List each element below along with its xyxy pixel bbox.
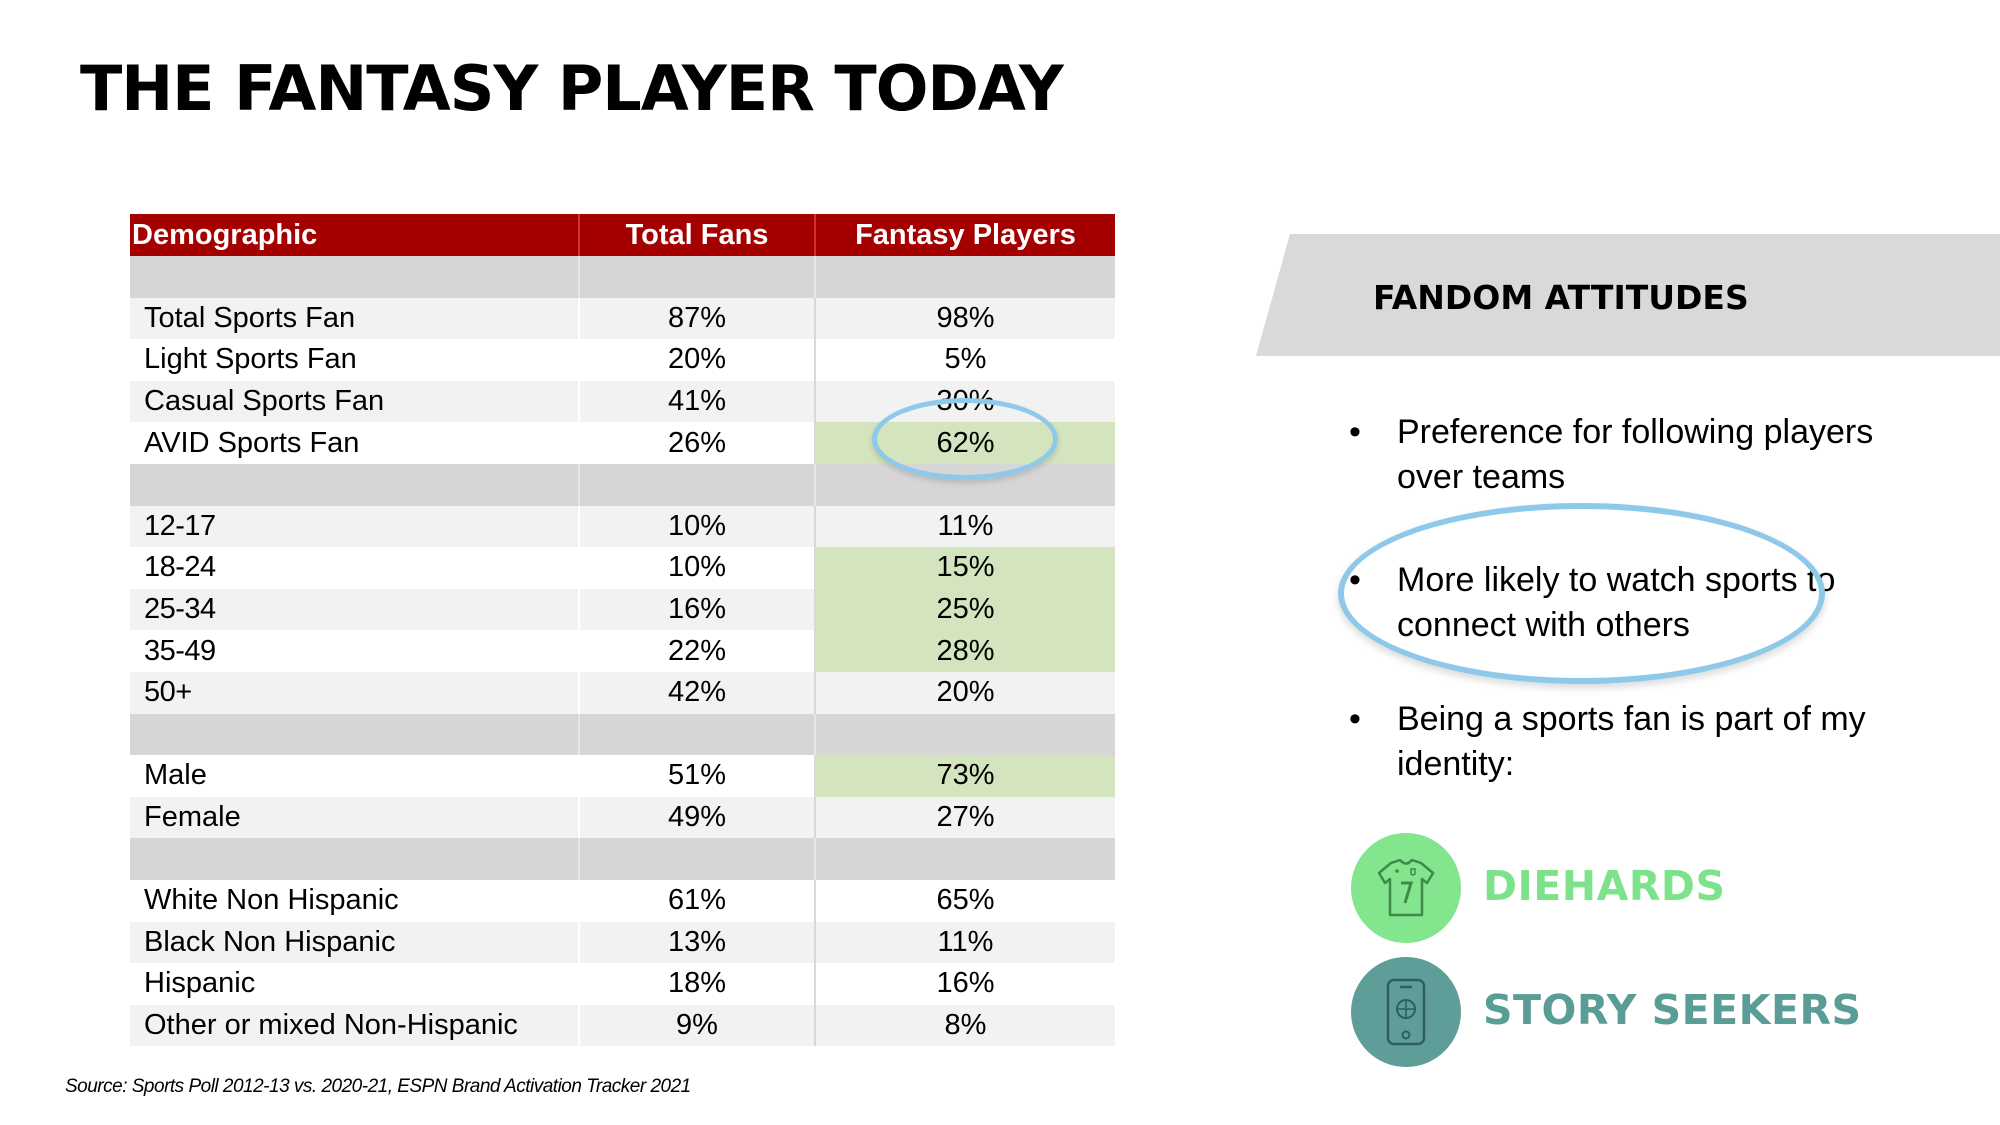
row-label: Hispanic <box>144 967 256 1000</box>
row-label: Light Sports Fan <box>144 343 357 376</box>
row-label: White Non Hispanic <box>144 884 399 917</box>
row-label: 35-49 <box>144 634 216 667</box>
total-fans-value: 13% <box>578 921 814 964</box>
section-spacer <box>130 713 1115 756</box>
fantasy-value-highlighted: 73% <box>814 755 1115 797</box>
total-fans-value: 49% <box>578 796 814 839</box>
header-demographic: Demographic <box>132 218 318 251</box>
table-row: Female 49% 27% <box>130 796 1115 839</box>
row-label: 12-17 <box>144 509 216 542</box>
fantasy-value-highlighted: 25% <box>814 588 1115 631</box>
bullet-text: Being a sports fan is part of my identit… <box>1397 700 1866 783</box>
bullet-item: • Being a sports fan is part of my ident… <box>1345 697 1905 787</box>
header-total-fans: Total Fans <box>578 214 814 256</box>
table-row: Other or mixed Non-Hispanic 9% 8% <box>130 1004 1115 1047</box>
row-label: Black Non Hispanic <box>144 925 396 958</box>
row-label: AVID Sports Fan <box>144 426 360 459</box>
bullet-dot: • <box>1349 700 1361 738</box>
fantasy-value-highlighted: 28% <box>814 630 1115 672</box>
fantasy-value: 27% <box>814 796 1115 839</box>
row-label: 25-34 <box>144 593 216 626</box>
table-row: 18-24 10% 15% <box>130 547 1115 589</box>
phone-basketball-icon <box>1351 957 1461 1067</box>
fantasy-value: 98% <box>814 297 1115 340</box>
table-row: 12-17 10% 11% <box>130 505 1115 548</box>
table-row: Male 51% 73% <box>130 755 1115 797</box>
total-fans-value: 10% <box>578 505 814 548</box>
table-row: 50+ 42% 20% <box>130 671 1115 714</box>
table-row: 35-49 22% 28% <box>130 630 1115 672</box>
total-fans-value: 9% <box>578 1004 814 1047</box>
segment-label-diehards: DIEHARDS <box>1483 862 1726 910</box>
demographics-table: Demographic Total Fans Fantasy Players T… <box>130 214 1115 1047</box>
bullet-dot: • <box>1349 413 1361 451</box>
total-fans-value: 20% <box>578 339 814 381</box>
highlight-oval-connect <box>1338 503 1825 684</box>
fantasy-value: 65% <box>814 879 1115 922</box>
total-fans-value: 10% <box>578 547 814 589</box>
section-spacer <box>130 838 1115 880</box>
fantasy-value: 20% <box>814 671 1115 714</box>
bullet-item: • Preference for following players over … <box>1345 410 1905 500</box>
panel-heading: FANDOM ATTITUDES <box>1373 278 1749 317</box>
source-note: Source: Sports Poll 2012-13 vs. 2020-21,… <box>65 1076 691 1097</box>
fantasy-value: 16% <box>814 963 1115 1005</box>
segment-label-story-seekers: STORY SEEKERS <box>1483 986 1862 1034</box>
bullet-text: Preference for following players over te… <box>1397 413 1874 496</box>
table-row: Hispanic 18% 16% <box>130 963 1115 1005</box>
total-fans-value: 22% <box>578 630 814 672</box>
fantasy-value-highlighted: 15% <box>814 547 1115 589</box>
row-label: Total Sports Fan <box>144 301 356 334</box>
row-label: 50+ <box>144 676 192 709</box>
total-fans-value: 61% <box>578 879 814 922</box>
page-title: THE FANTASY PLAYER TODAY <box>80 52 1064 125</box>
fantasy-value: 11% <box>814 505 1115 548</box>
fantasy-value: 11% <box>814 921 1115 964</box>
section-spacer <box>130 256 1115 298</box>
row-label: Male <box>144 759 207 792</box>
total-fans-value: 18% <box>578 963 814 1005</box>
table-row: 25-34 16% 25% <box>130 588 1115 631</box>
jersey-icon <box>1351 833 1461 943</box>
highlight-oval-avid <box>872 398 1058 480</box>
total-fans-value: 42% <box>578 671 814 714</box>
row-label: Female <box>144 801 241 834</box>
header-fantasy-players: Fantasy Players <box>814 214 1115 256</box>
row-label: 18-24 <box>144 551 216 584</box>
total-fans-value: 51% <box>578 755 814 797</box>
total-fans-value: 41% <box>578 380 814 423</box>
section-banner <box>1256 234 2000 356</box>
total-fans-value: 26% <box>578 422 814 464</box>
fantasy-value: 8% <box>814 1004 1115 1047</box>
row-label: Casual Sports Fan <box>144 385 385 418</box>
total-fans-value: 87% <box>578 297 814 340</box>
total-fans-value: 16% <box>578 588 814 631</box>
table-row: Black Non Hispanic 13% 11% <box>130 921 1115 964</box>
table-header-row: Demographic Total Fans Fantasy Players <box>130 214 1115 256</box>
table-row: Light Sports Fan 20% 5% <box>130 339 1115 381</box>
row-label: Other or mixed Non-Hispanic <box>144 1008 518 1041</box>
fantasy-value: 5% <box>814 339 1115 381</box>
table-row: Total Sports Fan 87% 98% <box>130 297 1115 340</box>
table-row: White Non Hispanic 61% 65% <box>130 879 1115 922</box>
